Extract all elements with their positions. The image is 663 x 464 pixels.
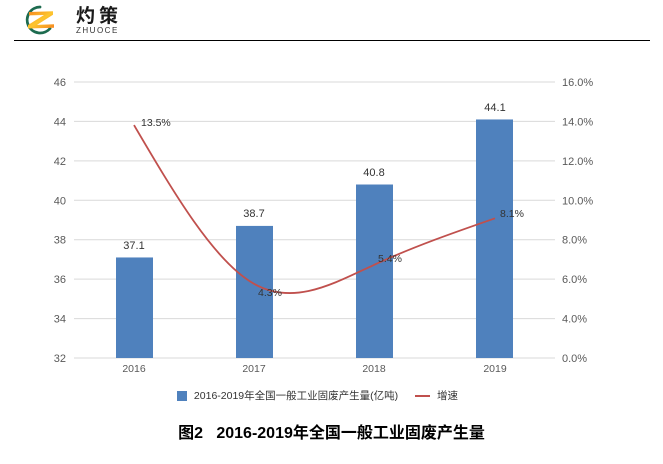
svg-text:37.1: 37.1 (123, 240, 144, 252)
svg-text:8.1%: 8.1% (500, 208, 524, 220)
svg-text:14.0%: 14.0% (562, 116, 593, 128)
svg-text:44: 44 (54, 116, 66, 128)
svg-text:36: 36 (54, 274, 66, 286)
svg-text:16.0%: 16.0% (562, 77, 593, 89)
svg-text:42: 42 (54, 156, 66, 168)
svg-text:4.0%: 4.0% (562, 314, 587, 326)
svg-text:44.1: 44.1 (484, 102, 505, 114)
svg-text:34: 34 (54, 314, 66, 326)
svg-text:0.0%: 0.0% (562, 353, 587, 365)
svg-text:5.4%: 5.4% (378, 253, 402, 265)
svg-text:8.0%: 8.0% (562, 235, 587, 247)
svg-text:38: 38 (54, 235, 66, 247)
svg-text:40.8: 40.8 (363, 167, 384, 179)
svg-text:4.3%: 4.3% (258, 287, 282, 299)
svg-text:2019: 2019 (483, 363, 507, 375)
svg-text:2016: 2016 (122, 363, 146, 375)
svg-text:38.7: 38.7 (243, 208, 264, 220)
svg-text:2017: 2017 (242, 363, 266, 375)
svg-text:32: 32 (54, 353, 66, 365)
svg-text:40: 40 (54, 195, 66, 207)
svg-text:6.0%: 6.0% (562, 274, 587, 286)
svg-text:2018: 2018 (362, 363, 386, 375)
svg-text:13.5%: 13.5% (141, 117, 171, 129)
svg-text:12.0%: 12.0% (562, 156, 593, 168)
svg-text:46: 46 (54, 77, 66, 89)
svg-text:10.0%: 10.0% (562, 195, 593, 207)
